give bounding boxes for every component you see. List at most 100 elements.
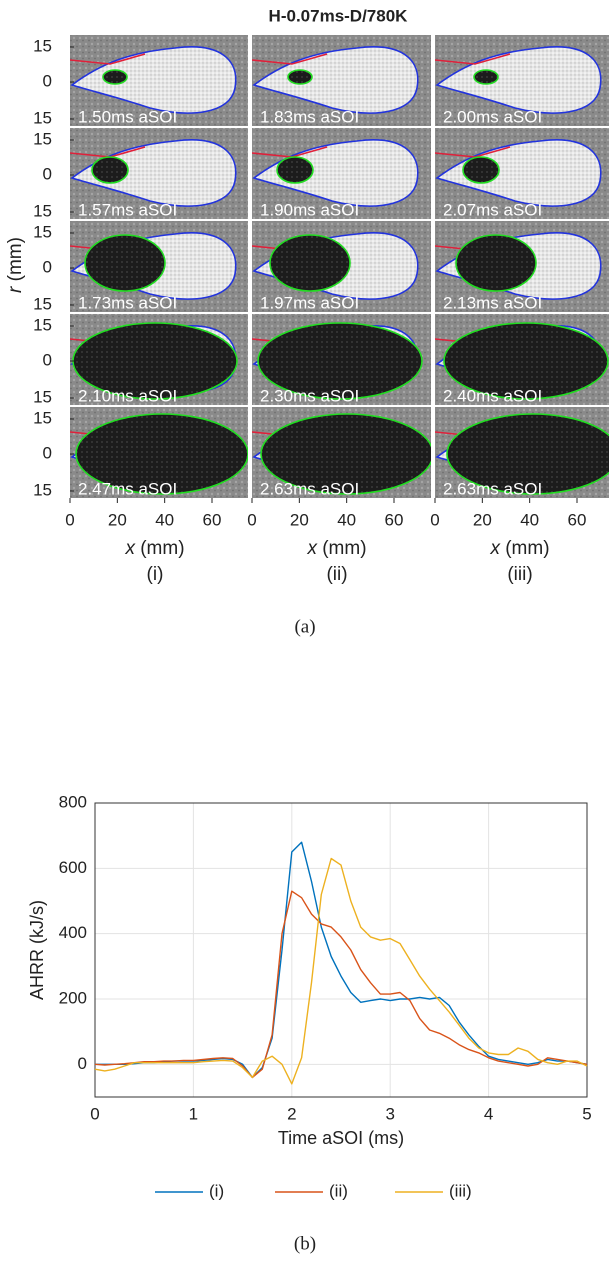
- liquid-outline: [252, 53, 328, 65]
- y-tick-label: 200: [59, 988, 87, 1007]
- legend-label: (ii): [329, 1181, 348, 1200]
- frame-time: 2.63ms aSOI: [260, 479, 359, 498]
- x-axis-label: x (mm): [489, 538, 549, 559]
- flame-region: [473, 69, 499, 85]
- frame: [70, 314, 248, 405]
- frame: [435, 35, 609, 126]
- frame-time: 2.63ms aSOI: [443, 479, 542, 498]
- x-tick-label: 0: [430, 510, 439, 529]
- x-tick-label: 0: [90, 1104, 99, 1123]
- flame-region: [446, 413, 609, 495]
- frame: [252, 35, 431, 126]
- frame: [252, 221, 431, 312]
- flame-region: [443, 322, 609, 400]
- r-tick-label: 15: [33, 36, 52, 55]
- r-tick-label: 15: [33, 294, 52, 313]
- frame: [435, 128, 609, 219]
- series-line: [94, 857, 588, 1085]
- r-tick-label: 15: [33, 129, 52, 148]
- r-tick-label: 15: [33, 201, 52, 220]
- y-axis-title: AHRR (kJ/s): [27, 900, 47, 1000]
- frame-time: 2.40ms aSOI: [443, 386, 542, 405]
- flame-region: [102, 69, 128, 85]
- x-tick-label: 1: [189, 1104, 198, 1123]
- x-axis-var: x: [306, 538, 318, 559]
- r-tick-label: 0: [43, 443, 52, 462]
- x-axis-label: x (mm): [124, 538, 184, 559]
- flame-region: [75, 413, 248, 495]
- x-tick-label: 60: [203, 510, 222, 529]
- r-tick-label: 15: [33, 108, 52, 127]
- flame-region: [84, 234, 166, 292]
- r-tick-label: 15: [33, 480, 52, 499]
- frame-time: 2.47ms aSOI: [78, 479, 177, 498]
- x-axis-unit: (mm): [140, 538, 184, 559]
- r-tick-label: 0: [43, 257, 52, 276]
- frame: [435, 407, 609, 498]
- panel-title: H-0.07ms-D/780K: [269, 6, 409, 25]
- frame: [70, 35, 248, 126]
- flame-region: [455, 234, 537, 292]
- x-tick-label: 20: [290, 510, 309, 529]
- frame-time: 1.97ms aSOI: [260, 293, 359, 312]
- frame: [70, 221, 248, 312]
- legend-label: (i): [209, 1181, 224, 1200]
- x-tick-label: 60: [568, 510, 587, 529]
- x-tick-label: 60: [385, 510, 404, 529]
- x-tick-label: 20: [108, 510, 127, 529]
- r-tick-label: 15: [33, 315, 52, 334]
- column-label: (ii): [326, 564, 347, 585]
- y-tick-label: 0: [78, 1054, 87, 1073]
- frame-time: 2.13ms aSOI: [443, 293, 542, 312]
- frame: [435, 221, 609, 312]
- frame: [70, 407, 248, 498]
- frame: [252, 407, 431, 498]
- y-tick-label: 600: [59, 858, 87, 877]
- frame-time: 1.73ms aSOI: [78, 293, 177, 312]
- flame-region: [260, 413, 431, 495]
- x-tick-label: 3: [385, 1104, 394, 1123]
- legend-label: (iii): [449, 1181, 472, 1200]
- x-axis-var: x: [124, 538, 136, 559]
- x-tick-label: 0: [247, 510, 256, 529]
- frame: [435, 314, 609, 405]
- caption-b: (b): [294, 1233, 316, 1254]
- x-tick-label: 20: [473, 510, 492, 529]
- flame-region: [287, 69, 313, 85]
- frame: [252, 128, 431, 219]
- frame-time: 2.00ms aSOI: [443, 107, 542, 126]
- x-tick-label: 40: [337, 510, 356, 529]
- liquid-outline: [70, 53, 146, 65]
- frame-time: 1.50ms aSOI: [78, 107, 177, 126]
- x-axis-label: x (mm): [306, 538, 366, 559]
- flame-region: [91, 156, 129, 184]
- x-tick-label: 5: [582, 1104, 591, 1123]
- column-label: (i): [147, 564, 164, 585]
- flame-region: [462, 156, 500, 184]
- r-tick-label: 15: [33, 387, 52, 406]
- frame-time: 1.57ms aSOI: [78, 200, 177, 219]
- x-axis-var: x: [489, 538, 501, 559]
- x-tick-label: 2: [287, 1104, 296, 1123]
- x-axis-title: Time aSOI (ms): [278, 1128, 404, 1148]
- r-tick-label: 0: [43, 350, 52, 369]
- y-axis-label: r (mm): [5, 237, 26, 293]
- x-axis-unit: (mm): [322, 538, 366, 559]
- frame-time: 1.90ms aSOI: [260, 200, 359, 219]
- plot-area: [95, 803, 587, 1097]
- flame-region: [269, 234, 351, 292]
- flame-region: [276, 156, 314, 184]
- liquid-outline: [435, 53, 511, 65]
- frame-time: 2.07ms aSOI: [443, 200, 542, 219]
- series-line: [94, 890, 588, 1079]
- x-tick-label: 40: [155, 510, 174, 529]
- y-axis-var: r: [5, 286, 26, 293]
- caption-a: (a): [294, 616, 315, 637]
- r-tick-label: 15: [33, 222, 52, 241]
- frame-time: 2.10ms aSOI: [78, 386, 177, 405]
- frame: [252, 314, 431, 405]
- x-axis-unit: (mm): [505, 538, 549, 559]
- frame: [70, 128, 248, 219]
